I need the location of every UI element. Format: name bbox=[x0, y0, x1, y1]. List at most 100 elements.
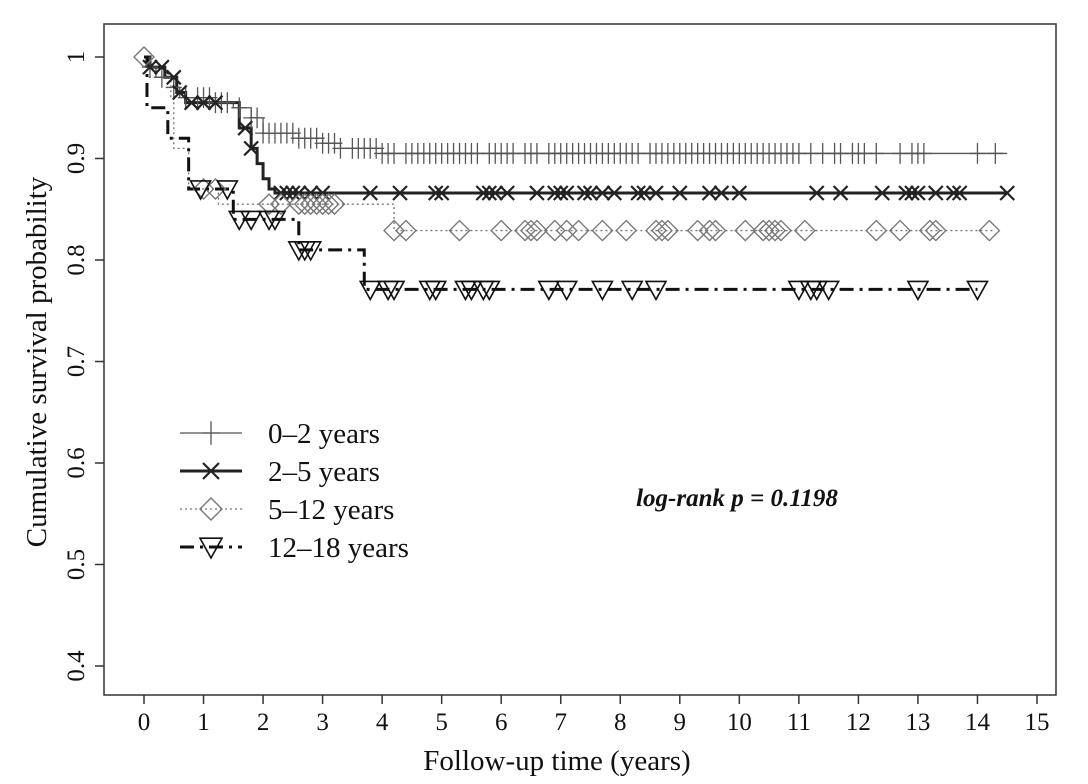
censor-diamond-marker bbox=[704, 219, 727, 242]
censor-diamond-marker bbox=[287, 193, 310, 216]
censor-x-marker bbox=[243, 140, 259, 157]
censor-triangle-marker bbox=[239, 210, 263, 232]
censor-diamond-marker bbox=[644, 219, 667, 242]
censor-triangle-marker bbox=[817, 280, 840, 302]
censor-diamond-marker bbox=[490, 219, 513, 242]
censor-diamond-marker bbox=[311, 193, 334, 216]
censor-triangle-marker bbox=[644, 280, 668, 302]
censor-triangle-marker bbox=[215, 180, 239, 201]
censor-diamond-marker bbox=[686, 219, 709, 242]
y-tick-label: 0.7 bbox=[63, 346, 90, 377]
censor-x-marker bbox=[874, 185, 890, 201]
censor-diamond-marker bbox=[394, 219, 417, 242]
censor-triangle-marker bbox=[906, 280, 930, 302]
censor-marker-group bbox=[142, 59, 1016, 201]
censor-triangle-marker bbox=[198, 537, 224, 560]
x-tick-label: 3 bbox=[316, 709, 329, 736]
censor-x-marker bbox=[171, 84, 188, 101]
censor-diamond-marker bbox=[199, 497, 223, 521]
censor-x-marker bbox=[273, 185, 289, 201]
censor-x-marker bbox=[558, 185, 575, 201]
censor-diamond-marker bbox=[770, 219, 792, 242]
censor-triangle-marker bbox=[555, 280, 579, 302]
censor-diamond-marker bbox=[519, 219, 542, 242]
censor-diamond-marker bbox=[514, 219, 537, 242]
plot-frame bbox=[103, 23, 1057, 696]
censor-x-marker bbox=[291, 185, 307, 201]
y-tick-label: 0.4 bbox=[63, 650, 90, 682]
legend-label: 0–2 years bbox=[268, 418, 380, 450]
survival-curve bbox=[144, 55, 978, 291]
censor-x-marker bbox=[285, 185, 301, 201]
censor-x-marker bbox=[648, 185, 664, 201]
x-tick-label: 1 bbox=[197, 709, 210, 736]
censor-triangle-marker bbox=[358, 280, 382, 302]
censor-x-marker bbox=[594, 185, 611, 201]
censor-diamond-marker bbox=[918, 219, 941, 242]
censor-diamond-marker bbox=[615, 219, 638, 242]
survival-curve bbox=[144, 55, 1008, 195]
censor-triangle-marker bbox=[805, 280, 829, 302]
censor-diamond-marker bbox=[269, 193, 292, 216]
censor-plus-marker bbox=[249, 107, 266, 129]
x-tick-label: 11 bbox=[787, 709, 811, 736]
x-tick-label: 13 bbox=[905, 709, 930, 736]
censor-x-marker bbox=[910, 185, 926, 201]
censor-markers bbox=[133, 46, 1016, 302]
y-tick-label: 0.9 bbox=[63, 143, 90, 174]
censor-x-marker bbox=[701, 185, 718, 201]
y-tick-label: 0.5 bbox=[63, 549, 90, 580]
censor-x-marker bbox=[582, 185, 599, 201]
censor-x-marker bbox=[576, 185, 593, 201]
censor-x-marker bbox=[154, 59, 170, 75]
censor-diamond-marker bbox=[305, 193, 328, 216]
censor-diamond-marker bbox=[543, 219, 566, 242]
x-tick-label: 4 bbox=[376, 709, 389, 736]
censor-x-marker bbox=[487, 185, 504, 201]
survival-curves bbox=[144, 55, 1008, 291]
censor-triangle-marker bbox=[787, 280, 811, 302]
censor-plus-marker bbox=[231, 97, 248, 119]
censor-triangle-marker bbox=[189, 180, 212, 201]
censor-x-marker bbox=[713, 185, 730, 201]
legend-label: 5–12 years bbox=[268, 494, 394, 526]
censor-plus-marker bbox=[987, 143, 1004, 164]
y-axis: 0.4 0.5 0.6 0.7 0.8 0.9 1 bbox=[63, 51, 104, 682]
censor-x-marker bbox=[951, 185, 968, 201]
censor-diamond-marker bbox=[383, 219, 406, 242]
censor-x-marker bbox=[183, 94, 200, 111]
censor-plus-marker bbox=[915, 143, 932, 164]
censor-triangle-marker bbox=[477, 280, 501, 302]
censor-diamond-marker bbox=[656, 219, 679, 242]
censor-x-marker bbox=[945, 185, 962, 201]
censor-diamond-marker bbox=[317, 193, 340, 216]
censor-x-marker bbox=[165, 69, 182, 86]
censor-diamond-marker bbox=[192, 177, 215, 200]
censor-marker-group bbox=[189, 180, 989, 302]
log-rank-annotation: log-rank p = 0.1198 bbox=[636, 485, 838, 512]
censor-triangle-marker bbox=[620, 280, 644, 302]
censor-x-marker bbox=[279, 185, 295, 201]
censor-diamond-marker bbox=[978, 219, 1001, 242]
censor-diamond-marker bbox=[650, 219, 673, 242]
censor-x-marker bbox=[731, 185, 748, 201]
censor-triangle-marker bbox=[424, 280, 448, 302]
censor-diamond-marker bbox=[793, 219, 816, 242]
censor-diamond-marker bbox=[752, 219, 775, 242]
legend: 0–2 years 2–5 years 5–12 years 12–18 years bbox=[180, 418, 409, 564]
censor-triangle-marker bbox=[966, 280, 989, 302]
y-tick-label: 0.8 bbox=[63, 244, 90, 275]
censor-plus-marker bbox=[219, 92, 236, 114]
censor-x-marker bbox=[481, 185, 498, 201]
censor-diamond-marker bbox=[299, 193, 322, 216]
censor-x-marker bbox=[302, 185, 319, 201]
x-tick-label: 5 bbox=[435, 709, 448, 736]
censor-diamond-marker bbox=[133, 46, 155, 68]
censor-plus-marker bbox=[202, 421, 220, 445]
y-tick-label: 0.6 bbox=[63, 447, 90, 478]
censor-x-marker bbox=[433, 185, 450, 201]
censor-diamond-marker bbox=[323, 193, 346, 216]
censor-x-marker bbox=[547, 185, 563, 201]
censor-diamond-marker bbox=[525, 219, 548, 242]
